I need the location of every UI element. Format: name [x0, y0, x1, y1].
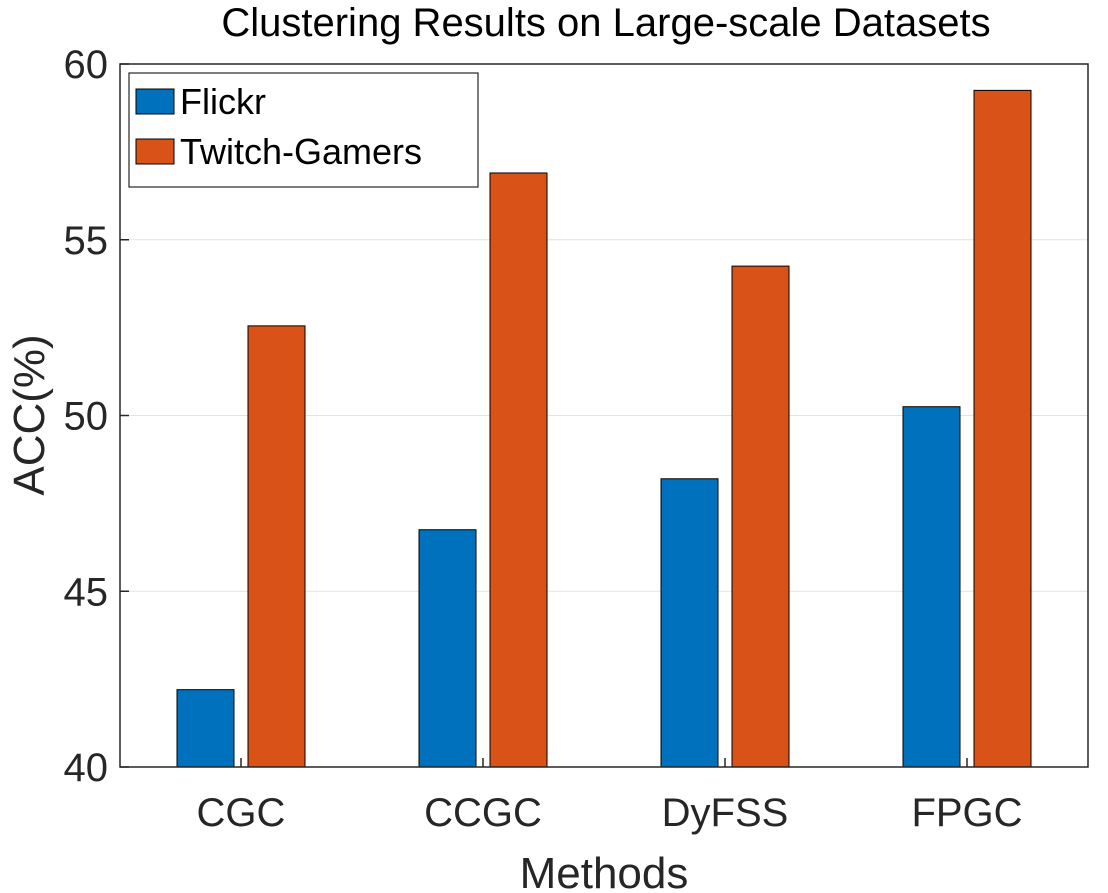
chart-title: Clustering Results on Large-scale Datase… — [221, 1, 990, 45]
x-tick-label: FPGC — [911, 791, 1022, 835]
legend: Flickr Twitch-Gamers — [128, 72, 479, 188]
y-tick-label: 45 — [64, 570, 109, 614]
x-tick-label: DyFSS — [662, 791, 789, 835]
bar-twitch-gamers-cgc — [247, 325, 306, 768]
bar-twitch-gamers-dyfss — [731, 265, 790, 768]
bars — [176, 89, 1032, 768]
plot-area: 40 45 50 55 60 CGC CCGC DyFSS FPGC — [64, 43, 1089, 835]
x-axis-ticks: CGC CCGC DyFSS FPGC — [197, 758, 1023, 835]
bar-flickr-dyfss — [660, 478, 719, 768]
legend-label: Twitch-Gamers — [180, 131, 422, 172]
bar-flickr-ccgc — [418, 529, 477, 768]
bar-flickr-fpgc — [902, 406, 961, 768]
y-tick-label: 50 — [64, 395, 109, 439]
legend-label: Flickr — [180, 81, 266, 122]
bar-twitch-gamers-ccgc — [489, 172, 548, 768]
x-tick-label: CCGC — [424, 791, 542, 835]
y-axis-ticks: 40 45 50 55 60 — [64, 43, 129, 790]
bar-flickr-cgc — [176, 689, 235, 768]
legend-box — [128, 72, 479, 188]
bar-twitch-gamers-fpgc — [973, 89, 1032, 768]
x-axis-title: Methods — [520, 849, 689, 893]
y-tick-label: 55 — [64, 219, 109, 263]
legend-swatch — [135, 138, 175, 165]
y-axis-title: ACC(%) — [5, 334, 54, 495]
y-tick-label: 40 — [64, 746, 109, 790]
legend-swatch — [135, 88, 175, 115]
x-tick-label: CGC — [197, 791, 286, 835]
y-tick-label: 60 — [64, 43, 109, 87]
